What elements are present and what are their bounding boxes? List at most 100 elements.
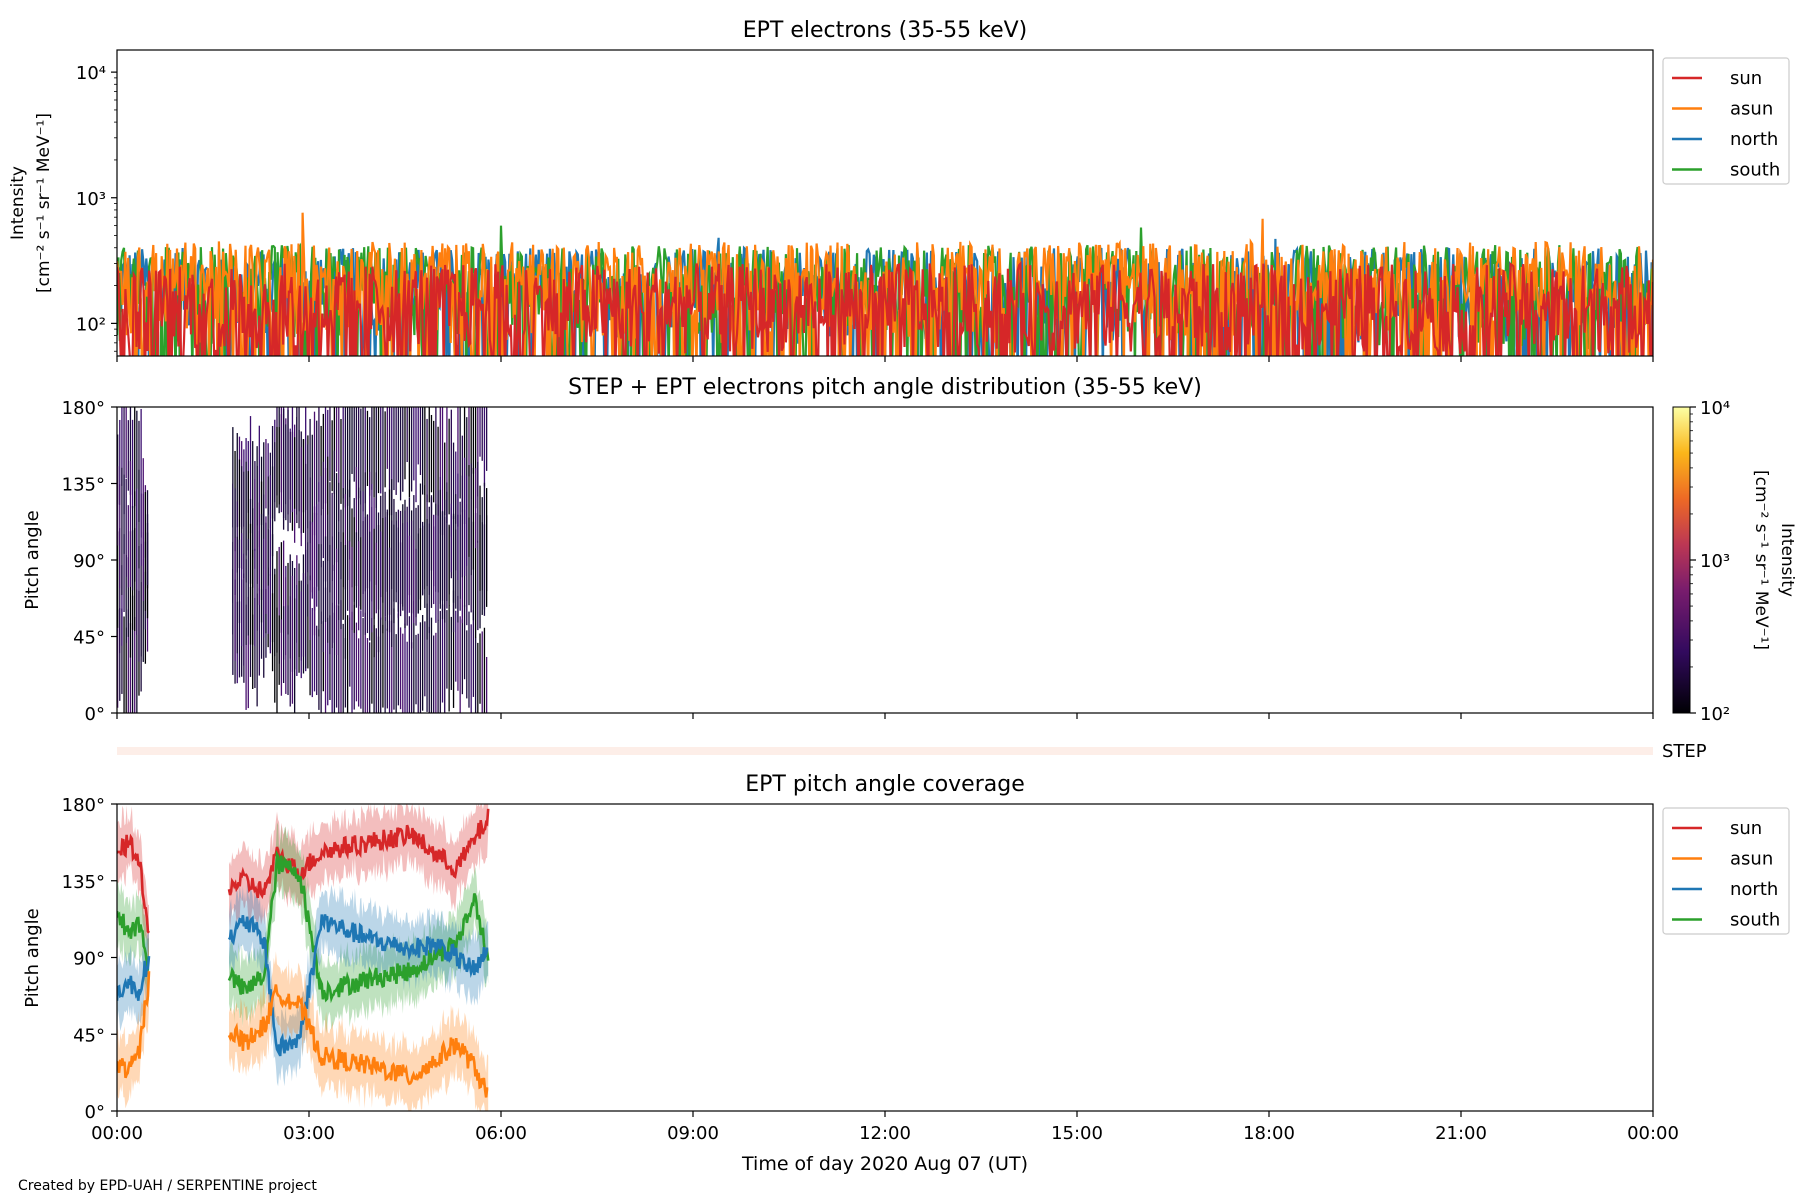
- heatmap-cell: [241, 466, 243, 570]
- heatmap-cell: [136, 488, 138, 590]
- heatmap-cell: [300, 591, 302, 679]
- step-bar: [117, 747, 1653, 755]
- panel1-legend: sun asun north south: [1662, 57, 1790, 185]
- heatmap-cell: [433, 635, 435, 713]
- heatmap-cell: [477, 642, 479, 713]
- heatmap-cell: [459, 501, 461, 599]
- heatmap-cell: [355, 407, 358, 500]
- heatmap-cell: [362, 521, 364, 617]
- step-label: STEP: [1662, 741, 1707, 762]
- heatmap-cell: [435, 632, 437, 713]
- heatmap-cell: [331, 536, 333, 649]
- heatmap-cell: [245, 559, 247, 645]
- heatmap-cell: [129, 407, 132, 495]
- heatmap-cell: [313, 587, 316, 692]
- heatmap-cell: [373, 528, 375, 658]
- heatmap-cell: [430, 495, 433, 608]
- heatmap-cell: [369, 642, 371, 713]
- panel1-plot-area: [117, 212, 1653, 356]
- heatmap-cell: [333, 612, 336, 713]
- panel2-heatmap: [117, 407, 488, 713]
- heatmap-cell: [131, 506, 134, 591]
- heatmap-cell: [333, 407, 336, 495]
- heatmap-cell: [232, 427, 234, 528]
- heatmap-cell: [243, 553, 245, 666]
- heatmap-cell: [258, 425, 260, 547]
- panel4-title: EPT pitch angle coverage: [745, 772, 1025, 797]
- heatmap-cell: [271, 593, 274, 672]
- heatmap-cell: [346, 615, 349, 713]
- heatmap-cell: [119, 484, 121, 589]
- credit-text: Created by EPD-UAH / SERPENTINE project: [18, 1178, 317, 1194]
- heatmap-cell: [355, 532, 358, 608]
- heatmap-cell: [125, 478, 127, 577]
- heatmap-cell: [146, 514, 149, 586]
- heatmap-cell: [472, 467, 475, 570]
- heatmap-cell: [247, 596, 249, 709]
- heatmap-cell: [318, 407, 320, 502]
- heatmap-cell: [355, 466, 358, 586]
- heatmap-cell: [278, 615, 280, 685]
- heatmap-cell: [402, 407, 404, 492]
- heatmap-cell: [353, 517, 355, 633]
- heatmap-cell: [232, 541, 234, 635]
- colorbar-tick-label: 10³: [1700, 551, 1730, 572]
- heatmap-cell: [415, 407, 417, 503]
- heatmap-cell: [249, 416, 252, 534]
- heatmap-cell: [254, 479, 256, 569]
- heatmap-cell: [333, 450, 336, 572]
- heatmap-cell: [329, 615, 331, 700]
- heatmap-cell: [316, 625, 318, 696]
- heatmap-cell: [382, 517, 384, 634]
- heatmap-cell: [329, 482, 331, 593]
- heatmap-cell: [360, 537, 362, 610]
- heatmap-cell: [280, 619, 283, 696]
- heatmap-cell: [342, 407, 344, 499]
- heatmap-cell: [466, 417, 468, 510]
- heatmap-cell: [140, 408, 142, 538]
- panel4-y-axis: 0° 45° 90° 135° 180°: [62, 795, 117, 1123]
- heatmap-cell: [247, 471, 249, 551]
- y-tick-label: 45°: [73, 628, 105, 649]
- heatmap-cell: [474, 407, 477, 509]
- heatmap-cell: [355, 622, 358, 702]
- heatmap-cell: [280, 542, 283, 633]
- heatmap-cell: [399, 627, 402, 710]
- heatmap-cell: [340, 541, 342, 630]
- heatmap-cell: [327, 456, 329, 562]
- heatmap-cell: [136, 589, 138, 713]
- coverage-line-sun: [117, 833, 151, 934]
- heatmap-cell: [404, 407, 406, 480]
- heatmap-cell: [138, 546, 140, 662]
- heatmap-cell: [375, 472, 377, 585]
- panel4-legend: sun asun north south: [1662, 807, 1790, 935]
- y-tick-label: 135°: [62, 872, 105, 893]
- heatmap-cell: [318, 544, 320, 637]
- y-tick-label: 10²: [76, 314, 106, 335]
- heatmap-cell: [479, 633, 481, 704]
- heatmap-cell: [265, 439, 267, 509]
- y-tick-label: 0°: [85, 1102, 105, 1123]
- heatmap-cell: [419, 407, 422, 475]
- y-tick-label: 10³: [76, 189, 106, 210]
- coverage-line-north: [117, 955, 151, 1001]
- heatmap-cell: [282, 606, 285, 684]
- legend-label-south: south: [1730, 160, 1780, 181]
- legend-label-south: south: [1730, 910, 1780, 931]
- panel2-y-axis: 0° 45° 90° 135° 180°: [62, 398, 117, 725]
- heatmap-cell: [127, 420, 129, 491]
- heatmap-cell: [309, 477, 311, 581]
- heatmap-cell: [134, 617, 136, 713]
- heatmap-cell: [461, 435, 464, 513]
- heatmap-cell: [362, 618, 364, 713]
- heatmap-cell: [393, 608, 395, 710]
- heatmap-cell: [316, 420, 318, 515]
- heatmap-cell: [413, 407, 415, 481]
- heatmap-cell: [481, 497, 483, 615]
- heatmap-cell: [408, 535, 411, 613]
- heatmap-cell: [424, 621, 426, 697]
- panel4-plot-area: [117, 804, 490, 1111]
- heatmap-cell: [485, 656, 488, 713]
- panel-intensity: EPT electrons (35-55 keV) 10² 10³ 10⁴ Inte…: [8, 18, 1790, 362]
- heatmap-cell: [349, 541, 351, 640]
